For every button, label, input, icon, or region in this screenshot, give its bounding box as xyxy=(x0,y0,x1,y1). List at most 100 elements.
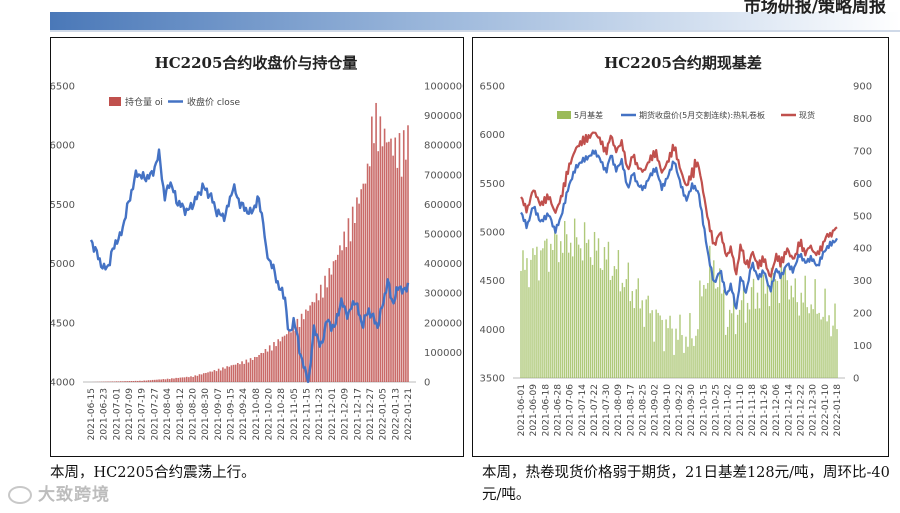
oi-bar xyxy=(151,379,154,382)
x-tick-label: 2021-12-01 xyxy=(328,388,338,440)
basis-bar xyxy=(766,285,769,378)
oi-bar xyxy=(239,364,241,382)
oi-bar xyxy=(228,366,231,382)
basis-bar xyxy=(826,321,828,378)
oi-bar xyxy=(275,346,277,382)
x-tick-label: 2021-11-26 xyxy=(760,384,770,437)
basis-bar xyxy=(663,351,665,378)
legend-label-close: 收盘价 close xyxy=(187,96,241,108)
watermark: 大致跨境 xyxy=(8,480,110,505)
oi-bar xyxy=(336,254,339,382)
caption-left: 本周，HC2205合约震荡上行。 xyxy=(50,465,256,481)
basis-bar xyxy=(822,316,824,378)
oi-bar xyxy=(211,371,214,382)
basis-bar xyxy=(667,328,669,378)
basis-bar xyxy=(566,234,568,378)
basis-bar xyxy=(599,268,602,378)
basis-bar xyxy=(675,328,677,378)
basis-bar xyxy=(732,296,735,378)
basis-bar xyxy=(593,231,596,378)
oi-bar xyxy=(313,302,316,382)
basis-bar xyxy=(550,243,552,378)
oi-bar xyxy=(332,261,335,382)
basis-bar xyxy=(554,228,556,378)
basis-bar xyxy=(798,315,800,378)
basis-bar xyxy=(711,268,713,378)
x-tick-label: 2021-11-02 xyxy=(724,384,734,436)
oi-bar xyxy=(185,376,188,382)
basis-bar xyxy=(734,334,737,378)
oi-bar xyxy=(234,364,237,382)
x-tick-label: 2021-10-28 xyxy=(277,388,287,441)
basis-bar xyxy=(546,238,548,378)
oi-bar xyxy=(309,305,311,382)
oi-bar xyxy=(368,166,371,382)
y-right-tick-label: 800000 xyxy=(424,141,462,152)
basis-bar xyxy=(707,283,709,378)
y-right-tick-label: 700 xyxy=(853,146,872,157)
oi-bar xyxy=(388,141,390,382)
basis-bar xyxy=(544,240,546,378)
oi-bar xyxy=(285,334,288,382)
y-right-tick-label: 0 xyxy=(853,374,859,385)
basis-bar xyxy=(635,289,637,378)
basis-bar xyxy=(816,313,818,378)
y-left-tick-label: 6500 xyxy=(480,82,505,93)
y-right-tick-label: 400000 xyxy=(424,259,462,270)
basis-bar xyxy=(639,308,641,378)
oi-bar xyxy=(362,183,365,382)
basis-bar xyxy=(699,280,701,378)
oi-bar xyxy=(351,206,354,382)
basis-bar xyxy=(687,346,689,378)
oi-bar xyxy=(383,128,386,382)
basis-bar xyxy=(536,246,538,378)
oi-bar xyxy=(137,380,139,382)
oi-bar xyxy=(377,151,380,382)
oi-bar xyxy=(373,143,375,382)
oi-bar xyxy=(400,176,403,382)
oi-bar xyxy=(154,379,156,382)
x-tick-label: 2022-01-21 xyxy=(404,388,414,440)
oi-bar xyxy=(160,379,163,382)
x-tick-label: 2021-07-06 xyxy=(566,384,576,437)
x-tick-label: 2021-08-12 xyxy=(176,388,186,440)
y-right-tick-label: 200000 xyxy=(424,318,462,329)
oi-bar xyxy=(134,380,137,382)
y-left-tick-label: 3500 xyxy=(480,374,505,385)
basis-bar xyxy=(552,250,554,378)
y-right-tick-label: 300000 xyxy=(424,289,462,300)
basis-bar xyxy=(818,312,820,378)
oi-bar xyxy=(302,319,305,382)
oi-bar xyxy=(143,380,145,382)
legend-label-oi: 持仓量 oi xyxy=(125,96,163,108)
oi-bar xyxy=(254,356,256,382)
x-tick-label: 2021-10-08 xyxy=(252,388,262,441)
x-tick-label: 2021-11-10 xyxy=(736,384,746,437)
basis-bar xyxy=(752,278,755,378)
oi-bar xyxy=(251,359,254,382)
basis-bar xyxy=(760,275,763,378)
basis-bar xyxy=(806,307,808,378)
header-title: 市场研报/策略周报 xyxy=(743,0,886,17)
oi-bar xyxy=(232,364,235,382)
y-right-tick-label: 200 xyxy=(853,309,872,320)
basis-bar xyxy=(583,222,586,378)
y-right-tick-label: 100000 xyxy=(424,348,462,359)
basis-bar xyxy=(538,280,540,378)
oi-bar xyxy=(349,241,352,382)
basis-bar xyxy=(542,248,544,378)
basis-bar xyxy=(744,322,747,378)
x-tick-label: 2022-01-05 xyxy=(379,388,389,440)
oi-bar xyxy=(192,376,194,382)
oi-bar xyxy=(113,381,116,382)
basis-bar xyxy=(794,278,796,378)
oi-bar xyxy=(190,376,192,382)
basis-bar xyxy=(830,336,832,378)
chart-close-oi: HC2205合约收盘价与持仓量 4000 4500 5000 5500 6000 6500 0… xyxy=(51,54,463,441)
x-tick-label: 2021-11-05 xyxy=(290,388,300,440)
watermark-logo-icon xyxy=(8,486,32,504)
oi-bar xyxy=(364,183,367,382)
oi-bar xyxy=(215,371,218,382)
basis-bar xyxy=(591,264,594,378)
basis-bar xyxy=(730,313,733,378)
